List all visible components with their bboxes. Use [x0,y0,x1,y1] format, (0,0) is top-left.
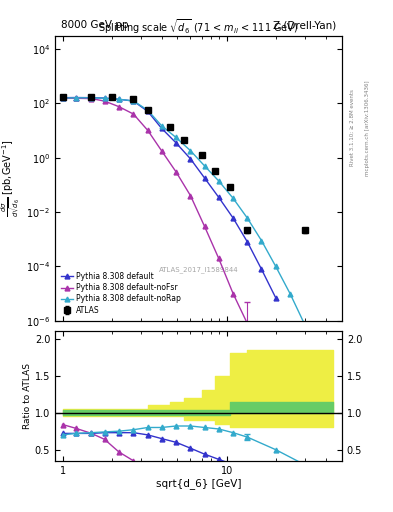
Legend: Pythia 8.308 default, Pythia 8.308 default-noFsr, Pythia 8.308 default-noRap, AT: Pythia 8.308 default, Pythia 8.308 defau… [59,270,183,317]
Pythia 8.308 default [131,98,136,104]
Line: Pythia 8.308 default: Pythia 8.308 default [60,95,278,301]
Pythia 8.308 default-noFsr [216,255,221,261]
Pythia 8.308 default [89,95,94,101]
Pythia 8.308 default-noFsr [131,111,136,117]
Text: Rivet 3.1.10; ≥ 2.8M events: Rivet 3.1.10; ≥ 2.8M events [350,90,355,166]
Pythia 8.308 default-noRap [259,238,264,244]
Pythia 8.308 default-noRap [202,163,207,169]
Pythia 8.308 default-noRap [116,96,121,102]
Pythia 8.308 default-noRap [274,263,278,269]
Pythia 8.308 default [102,95,107,101]
Pythia 8.308 default-noFsr [202,223,207,229]
Pythia 8.308 default [259,266,264,272]
Text: Z (Drell-Yan): Z (Drell-Yan) [273,20,336,30]
Pythia 8.308 default-noRap [131,98,136,104]
Pythia 8.308 default-noRap [159,122,164,129]
Pythia 8.308 default-noRap [89,95,94,101]
Pythia 8.308 default-noFsr [159,147,164,154]
Text: ATLAS_2017_I1589844: ATLAS_2017_I1589844 [159,266,238,273]
Pythia 8.308 default-noRap [288,291,292,297]
Pythia 8.308 default [174,140,178,146]
Pythia 8.308 default [188,156,193,162]
Pythia 8.308 default-noRap [174,135,178,141]
Pythia 8.308 default [245,239,250,245]
Line: Pythia 8.308 default-noRap: Pythia 8.308 default-noRap [60,95,307,326]
Y-axis label: $\frac{d\sigma}{d\sqrt{d_6}}$ [pb,GeV$^{-1}$]: $\frac{d\sigma}{d\sqrt{d_6}}$ [pb,GeV$^{… [0,139,23,217]
Line: Pythia 8.308 default-noFsr: Pythia 8.308 default-noFsr [60,96,250,326]
Pythia 8.308 default-noRap [245,215,250,221]
Pythia 8.308 default-noFsr [174,169,178,175]
Pythia 8.308 default-noRap [60,95,65,101]
Text: mcplots.cern.ch [arXiv:1306.3436]: mcplots.cern.ch [arXiv:1306.3436] [365,80,371,176]
Pythia 8.308 default-noRap [102,95,107,101]
Pythia 8.308 default-noFsr [102,98,107,104]
Pythia 8.308 default-noFsr [116,103,121,110]
Pythia 8.308 default [73,94,78,100]
X-axis label: sqrt{d_6} [GeV]: sqrt{d_6} [GeV] [156,478,241,489]
Pythia 8.308 default-noFsr [145,127,150,134]
Title: Splitting scale $\sqrt{d_6}$ (71 < $m_{ll}$ < 111 GeV): Splitting scale $\sqrt{d_6}$ (71 < $m_{l… [98,17,299,36]
Pythia 8.308 default [60,95,65,101]
Pythia 8.308 default-noRap [231,195,235,201]
Pythia 8.308 default [116,96,121,102]
Pythia 8.308 default-noFsr [89,96,94,102]
Pythia 8.308 default-noRap [145,107,150,113]
Pythia 8.308 default [216,194,221,200]
Text: 8000 GeV pp: 8000 GeV pp [61,20,128,30]
Pythia 8.308 default-noFsr [188,193,193,199]
Pythia 8.308 default-noFsr [60,95,65,101]
Pythia 8.308 default [231,215,235,221]
Y-axis label: Ratio to ATLAS: Ratio to ATLAS [23,363,32,429]
Pythia 8.308 default-noRap [73,95,78,101]
Pythia 8.308 default [145,109,150,115]
Pythia 8.308 default-noRap [216,178,221,184]
Pythia 8.308 default-noFsr [231,291,235,297]
Pythia 8.308 default-noRap [188,147,193,154]
Pythia 8.308 default [159,125,164,132]
Pythia 8.308 default-noRap [302,321,307,327]
Pythia 8.308 default-noFsr [245,321,250,327]
Pythia 8.308 default [202,175,207,181]
Pythia 8.308 default [274,295,278,301]
Pythia 8.308 default-noFsr [73,95,78,101]
